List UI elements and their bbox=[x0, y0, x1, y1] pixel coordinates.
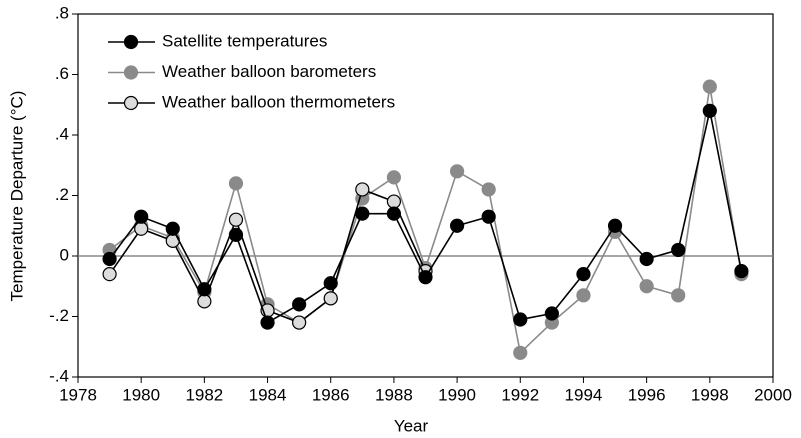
y-tick-label: .8 bbox=[55, 3, 69, 22]
data-point bbox=[576, 288, 591, 303]
data-point bbox=[134, 221, 149, 236]
data-point bbox=[576, 267, 591, 282]
data-point bbox=[323, 291, 338, 306]
legend-marker bbox=[123, 95, 139, 111]
legend-label: Weather balloon thermometers bbox=[162, 92, 395, 111]
x-tick-label: 1988 bbox=[375, 385, 413, 404]
data-point bbox=[544, 306, 559, 321]
x-tick-label: 1994 bbox=[565, 385, 603, 404]
x-tick-label: 1980 bbox=[122, 385, 160, 404]
data-point bbox=[386, 206, 402, 221]
y-tick-label: .6 bbox=[55, 64, 69, 83]
data-point bbox=[292, 297, 307, 312]
y-tick-label: -.4 bbox=[49, 366, 69, 385]
data-point bbox=[639, 279, 654, 294]
x-tick-label: 1986 bbox=[312, 385, 350, 404]
data-point bbox=[228, 176, 244, 191]
y-tick-label: -.2 bbox=[49, 306, 69, 325]
data-point bbox=[449, 164, 465, 179]
legend-marker bbox=[123, 34, 139, 50]
data-point bbox=[292, 315, 307, 330]
series-line bbox=[109, 86, 743, 355]
data-point bbox=[513, 345, 528, 360]
data-point bbox=[639, 251, 654, 267]
data-point bbox=[449, 218, 465, 233]
data-point bbox=[165, 221, 180, 236]
x-tick-label: 1982 bbox=[185, 385, 223, 404]
data-point bbox=[260, 315, 275, 330]
data-point bbox=[386, 194, 402, 209]
x-tick-label: 1984 bbox=[249, 385, 287, 404]
data-point bbox=[702, 103, 717, 118]
data-point bbox=[386, 170, 402, 185]
data-point bbox=[228, 212, 244, 227]
legend-label: Satellite temperatures bbox=[162, 31, 327, 50]
x-tick-label: 1996 bbox=[628, 385, 666, 404]
y-tick-label: .4 bbox=[55, 124, 69, 143]
data-point bbox=[671, 242, 686, 258]
data-point bbox=[513, 312, 528, 327]
x-tick-label: 1992 bbox=[501, 385, 539, 404]
data-point bbox=[134, 209, 149, 224]
x-axis-label: Year bbox=[394, 416, 429, 435]
data-point bbox=[481, 182, 496, 197]
data-point bbox=[702, 79, 717, 94]
data-point bbox=[355, 206, 370, 221]
legend-label: Weather balloon barometers bbox=[162, 62, 376, 81]
data-point bbox=[102, 267, 117, 282]
data-point bbox=[323, 276, 338, 291]
data-point bbox=[197, 282, 212, 297]
y-axis-label: Temperature Departure (°C) bbox=[7, 91, 26, 302]
data-point bbox=[102, 251, 117, 267]
x-tick-label: 1990 bbox=[438, 385, 476, 404]
x-tick-label: 1978 bbox=[59, 385, 97, 404]
x-tick-label: 2000 bbox=[754, 385, 792, 404]
y-tick-label: 0 bbox=[60, 245, 69, 264]
data-point bbox=[355, 182, 370, 197]
legend-marker bbox=[123, 65, 139, 80]
data-point bbox=[671, 288, 686, 303]
data-point bbox=[197, 294, 212, 309]
data-point bbox=[418, 270, 433, 285]
x-tick-label: 1998 bbox=[691, 385, 729, 404]
data-point bbox=[607, 218, 623, 233]
y-tick-label: .2 bbox=[55, 185, 69, 204]
data-point bbox=[734, 264, 749, 279]
data-point bbox=[228, 227, 244, 242]
data-point bbox=[481, 209, 496, 224]
